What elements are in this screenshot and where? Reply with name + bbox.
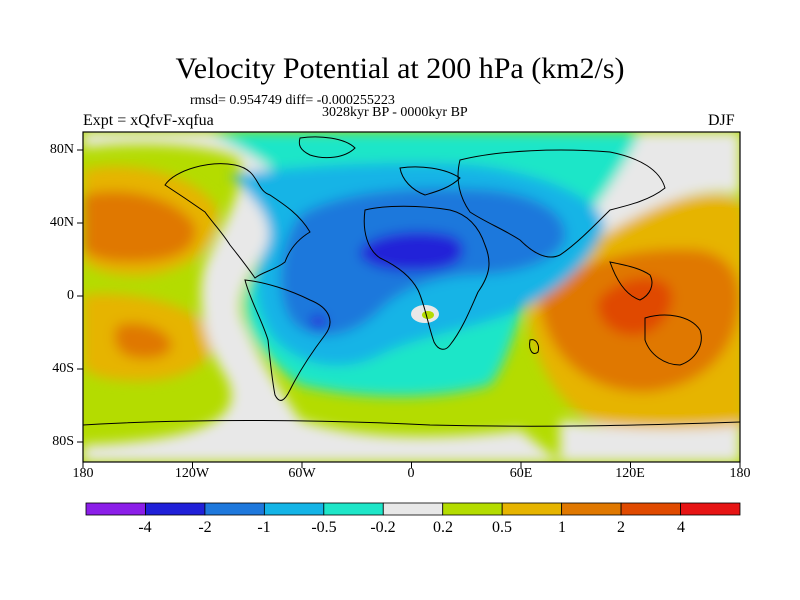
colorbar-label: -0.2 — [370, 519, 396, 536]
colorbar-swatch — [263, 502, 325, 516]
lon-label: 60E — [509, 466, 533, 481]
colorbar-swatch — [145, 502, 206, 516]
colorbar-swatch — [442, 502, 503, 516]
lat-label: 40S — [52, 361, 74, 376]
colorbar-swatch — [680, 502, 741, 516]
experiment-label: Expt = xQfvF-xqfua — [83, 112, 214, 129]
axis-ticks — [77, 149, 741, 468]
lat-label: 80N — [49, 142, 74, 157]
colorbar-swatch — [85, 502, 146, 516]
period-text: 3028kyr BP - 0000kyr BP — [322, 105, 468, 120]
colorbar-label: -4 — [138, 519, 152, 536]
positive-island-core — [422, 311, 434, 319]
positive-region-pacific-south-core — [114, 322, 172, 359]
colorbar-label: 1 — [558, 519, 566, 536]
positive-region-pacific-north-core — [83, 191, 196, 262]
colorbar-label: -1 — [257, 519, 271, 536]
negative-region-core-south-america — [310, 315, 327, 329]
lon-label: 120W — [174, 466, 210, 481]
map-title: Velocity Potential at 200 hPa (km2/s) — [175, 52, 625, 85]
colorbar-label: 0.2 — [433, 519, 453, 536]
colorbar-label: -2 — [198, 519, 212, 536]
colorbar-swatch — [620, 502, 681, 516]
positive-region-indo-pacific-core — [597, 277, 673, 336]
lat-label: 40N — [49, 215, 74, 230]
lat-label: 0 — [67, 288, 74, 303]
season-label: DJF — [708, 112, 735, 129]
colorbar-label: 4 — [677, 519, 685, 536]
lon-label: 180 — [729, 466, 751, 481]
neutral-band-east — [570, 132, 740, 246]
colorbar-swatch — [382, 502, 444, 516]
colorbar-label: 0.5 — [492, 519, 512, 536]
lon-label: 0 — [407, 466, 415, 481]
coastlines — [83, 136, 740, 427]
colorbar-swatch — [323, 502, 384, 516]
colorbar-swatch — [204, 502, 265, 516]
colorbar-swatch — [561, 502, 622, 516]
stats-text: rmsd= 0.954749 diff= -0.000255223 — [190, 93, 395, 108]
colorbar-label: 2 — [617, 519, 625, 536]
lon-label: 120E — [615, 466, 645, 481]
negative-region-core-africa — [359, 231, 464, 272]
lon-label: 60W — [288, 466, 316, 481]
colorbar-label: -0.5 — [311, 519, 337, 536]
lat-label: 80S — [52, 434, 74, 449]
neutral-band-southeast — [560, 420, 740, 462]
colorbar — [85, 502, 741, 516]
colorbar-swatch — [501, 502, 563, 516]
lon-label: 180 — [72, 466, 94, 481]
